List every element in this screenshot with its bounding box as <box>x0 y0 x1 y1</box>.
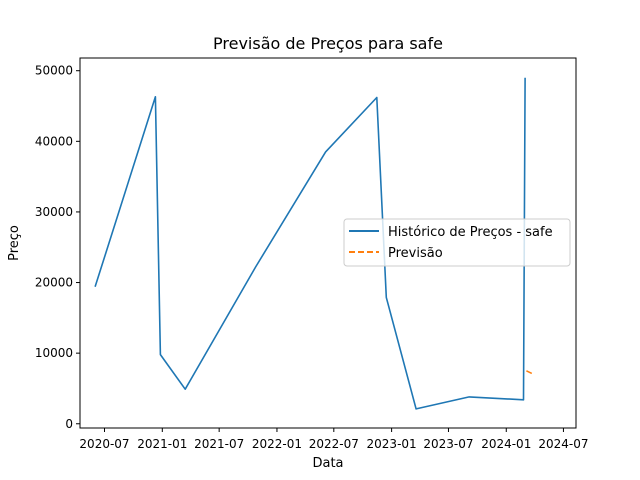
x-tick-label: 2024-01 <box>481 437 531 451</box>
series-layer <box>94 77 534 410</box>
y-tick-label: 10000 <box>35 346 73 360</box>
x-tick-label: 2020-07 <box>79 437 129 451</box>
y-axis-label: Preço <box>7 225 22 261</box>
legend-box <box>343 218 571 267</box>
legend-label-previsao: Previsão <box>388 246 443 261</box>
y-tick-label: 20000 <box>35 276 73 290</box>
y-tick-label: 30000 <box>35 205 73 219</box>
series-line-previsao <box>526 370 534 376</box>
chart-title: Previsão de Preços para safe <box>213 34 443 53</box>
legend: Histórico de Preços - safe Previsão <box>343 218 571 267</box>
x-tick-label: 2021-01 <box>137 437 187 451</box>
x-axis-label: Data <box>312 456 343 471</box>
x-tick-label: 2022-07 <box>309 437 359 451</box>
x-tick-label: 2024-07 <box>538 437 588 451</box>
x-tick-label: 2022-01 <box>252 437 302 451</box>
x-tick-label: 2023-01 <box>367 437 417 451</box>
x-tick-label: 2023-07 <box>423 437 473 451</box>
y-tick-label: 0 <box>65 417 73 431</box>
plot-frame <box>79 57 577 429</box>
y-tick-label: 40000 <box>35 134 73 148</box>
x-tick-label: 2021-07 <box>194 437 244 451</box>
y-tick-label: 50000 <box>35 64 73 78</box>
legend-label-historico: Histórico de Preços - safe <box>388 225 553 240</box>
series-line-historico <box>94 77 526 410</box>
x-axis-ticks: 2020-07 2021-01 2021-07 2022-01 2022-07 2023-… <box>79 428 589 451</box>
y-axis-ticks: 0 10000 20000 30000 40000 50000 <box>35 64 80 431</box>
